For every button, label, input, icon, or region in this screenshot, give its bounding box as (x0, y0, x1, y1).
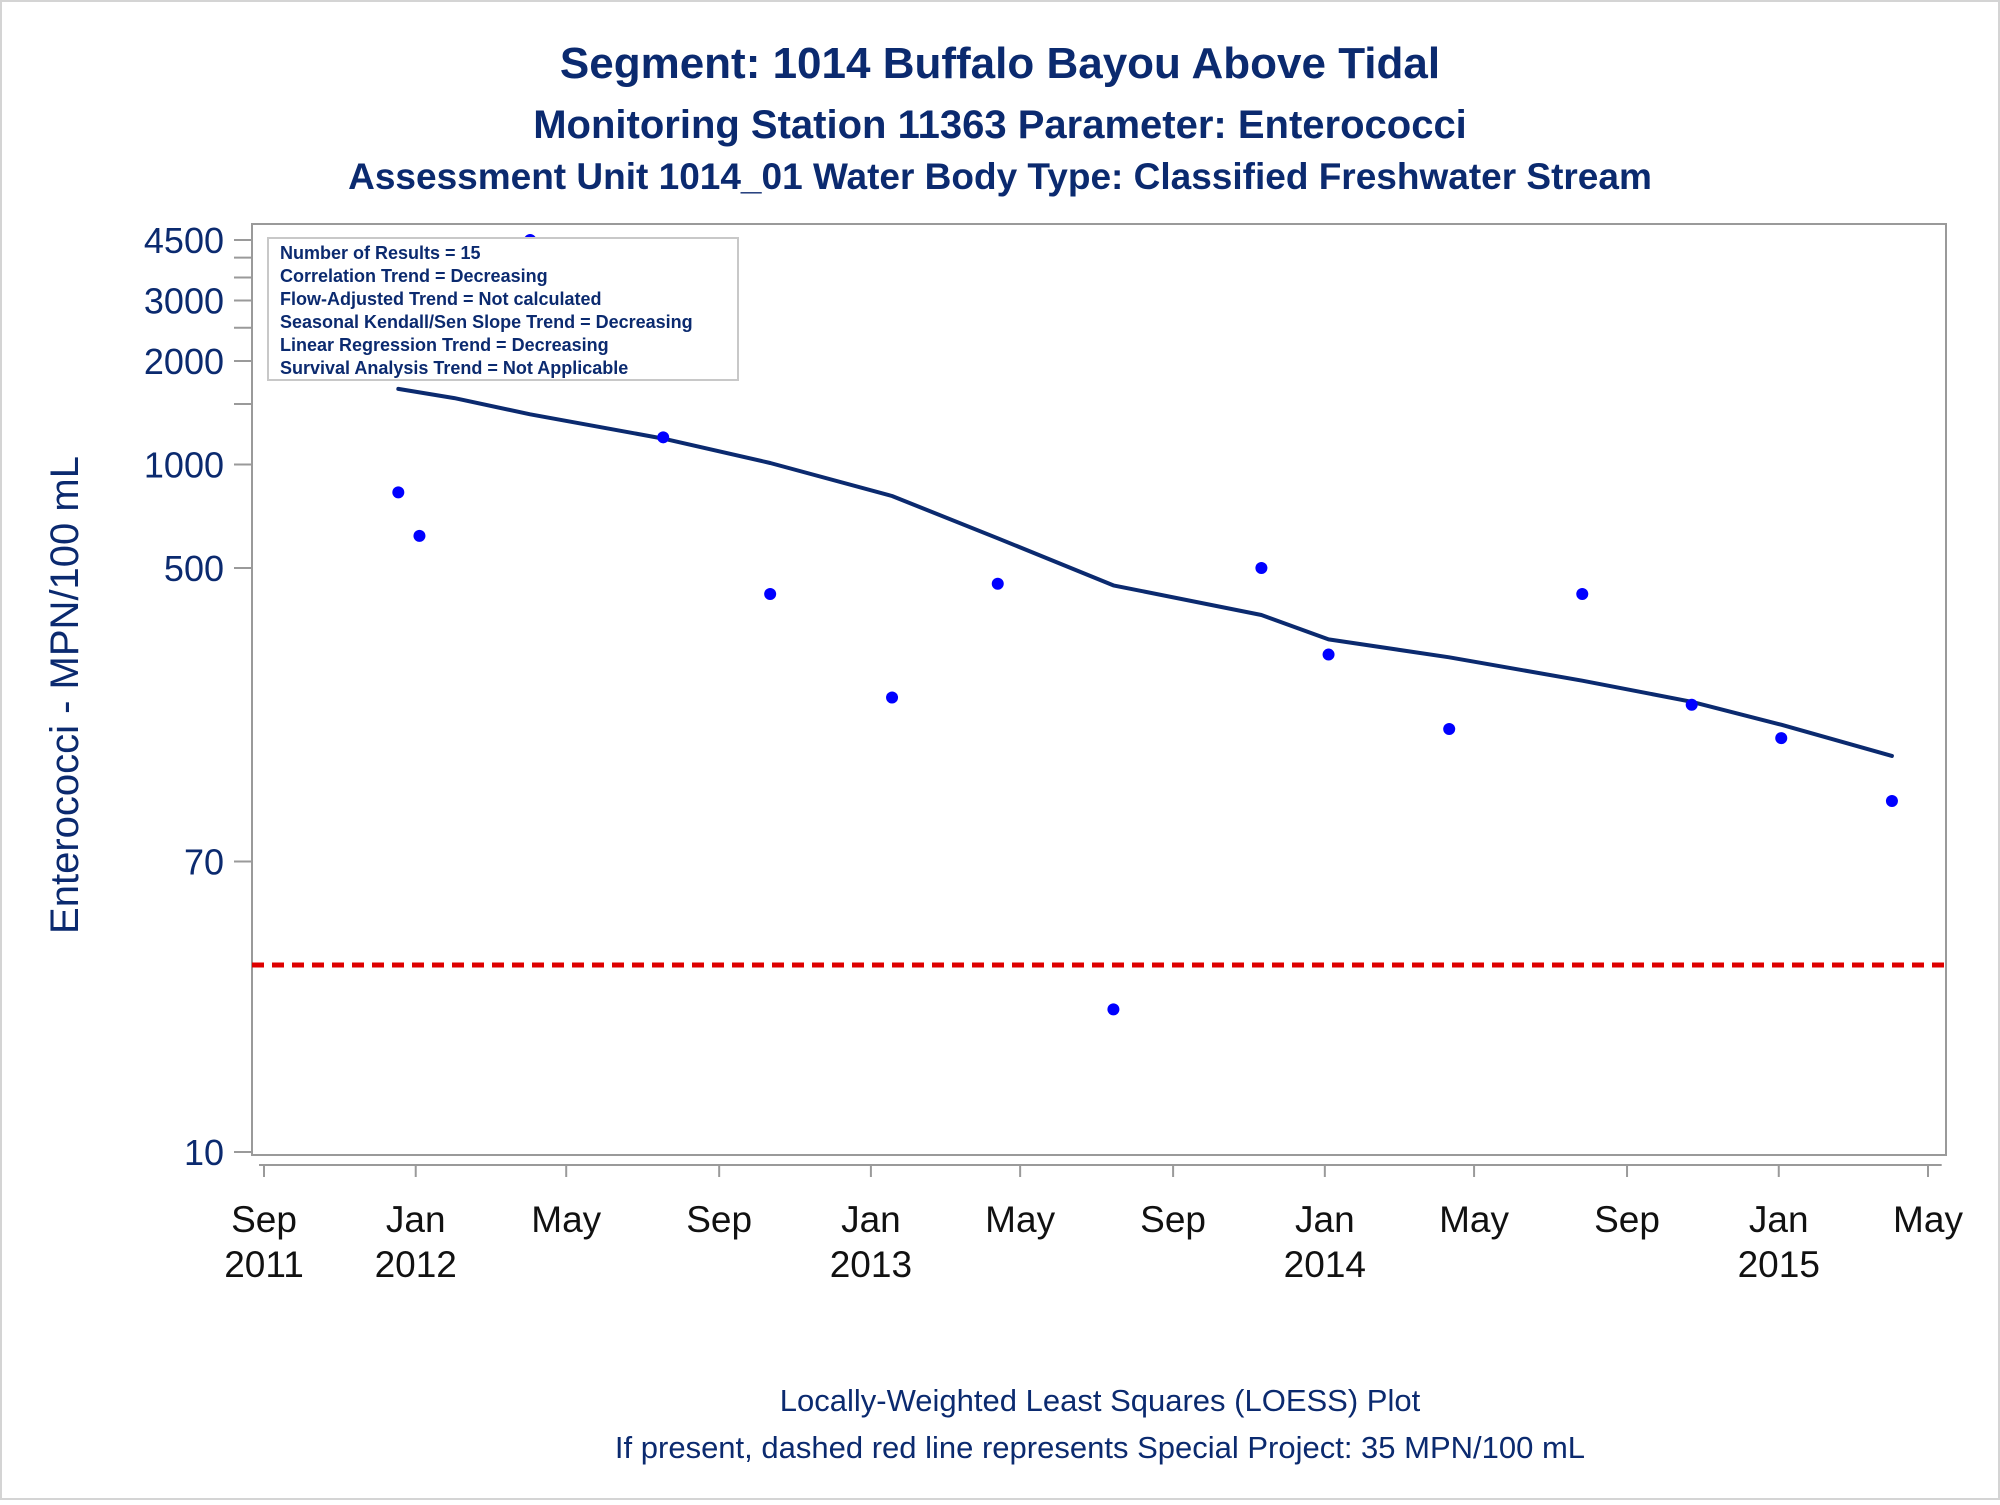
y-axis: 10 70 500 1000 2000 3000 4500 (144, 220, 252, 1173)
x-tick-label-year: 2013 (830, 1244, 912, 1285)
data-point (1775, 732, 1788, 745)
x-tick-label-month: Jan (1749, 1199, 1809, 1240)
footnote-loess: Locally-Weighted Least Squares (LOESS) P… (780, 1383, 1421, 1418)
x-tick-label-year: 2011 (224, 1244, 304, 1285)
stats-line: Flow-Adjusted Trend = Not calculated (280, 289, 602, 309)
data-point (413, 529, 426, 542)
x-tick-label-month: Sep (1140, 1199, 1206, 1240)
data-point (392, 486, 405, 499)
chart-title: Segment: 1014 Buffalo Bayou Above Tidal (560, 39, 1440, 88)
data-point (886, 691, 899, 704)
y-tick-label: 3000 (144, 281, 224, 322)
x-tick-label-month: May (1893, 1199, 1963, 1240)
footnote-reference: If present, dashed red line represents S… (615, 1430, 1585, 1465)
data-point (1322, 648, 1335, 661)
x-tick-label-month: Sep (231, 1199, 297, 1240)
loess-trend-line (396, 386, 1894, 758)
data-point (1107, 1003, 1120, 1016)
stats-box: Number of Results = 15 Correlation Trend… (267, 237, 739, 381)
x-tick-label-month: May (531, 1199, 601, 1240)
x-tick-label-month: May (1439, 1199, 1509, 1240)
x-tick-label-year: 2014 (1284, 1244, 1366, 1285)
x-tick-label-month: Jan (841, 1199, 901, 1240)
x-tick-label-year: 2015 (1738, 1244, 1820, 1285)
stats-box-frame (267, 237, 739, 381)
chart-subtitle-assessment: Assessment Unit 1014_01 Water Body Type:… (348, 156, 1652, 197)
plot-frame (251, 223, 1947, 1156)
y-tick-label: 2000 (144, 341, 224, 382)
data-point (1885, 794, 1898, 807)
data-point (764, 588, 777, 601)
data-point (1443, 723, 1456, 736)
y-tick-label: 70 (184, 842, 224, 883)
data-point (1576, 588, 1589, 601)
data-points-layer (392, 234, 1898, 1016)
stats-line: Seasonal Kendall/Sen Slope Trend = Decre… (280, 312, 693, 332)
x-tick-label-month: May (985, 1199, 1055, 1240)
stats-line: Linear Regression Trend = Decreasing (280, 335, 609, 355)
y-tick-label: 1000 (144, 445, 224, 486)
y-tick-label: 4500 (144, 220, 224, 261)
y-axis-label: Enterococci - MPN/100 mL (43, 456, 87, 934)
x-tick-label-month: Jan (1295, 1199, 1355, 1240)
chart-subtitle: Monitoring Station 11363 Parameter: Ente… (533, 103, 1467, 147)
data-point (657, 431, 670, 444)
data-point (1685, 698, 1698, 711)
data-point (1255, 562, 1268, 575)
x-tick-label-month: Jan (386, 1199, 446, 1240)
y-tick-label: 500 (164, 548, 224, 589)
stats-line: Survival Analysis Trend = Not Applicable (280, 358, 628, 378)
x-tick-label-month: Sep (1594, 1199, 1660, 1240)
x-tick-label-month: Sep (686, 1199, 752, 1240)
loess-line-layer (396, 386, 1894, 758)
y-tick-label: 10 (184, 1132, 224, 1173)
stats-line: Number of Results = 15 (280, 243, 481, 263)
x-tick-label-year: 2012 (375, 1244, 457, 1285)
data-point (991, 577, 1004, 590)
stats-line: Correlation Trend = Decreasing (280, 266, 548, 286)
